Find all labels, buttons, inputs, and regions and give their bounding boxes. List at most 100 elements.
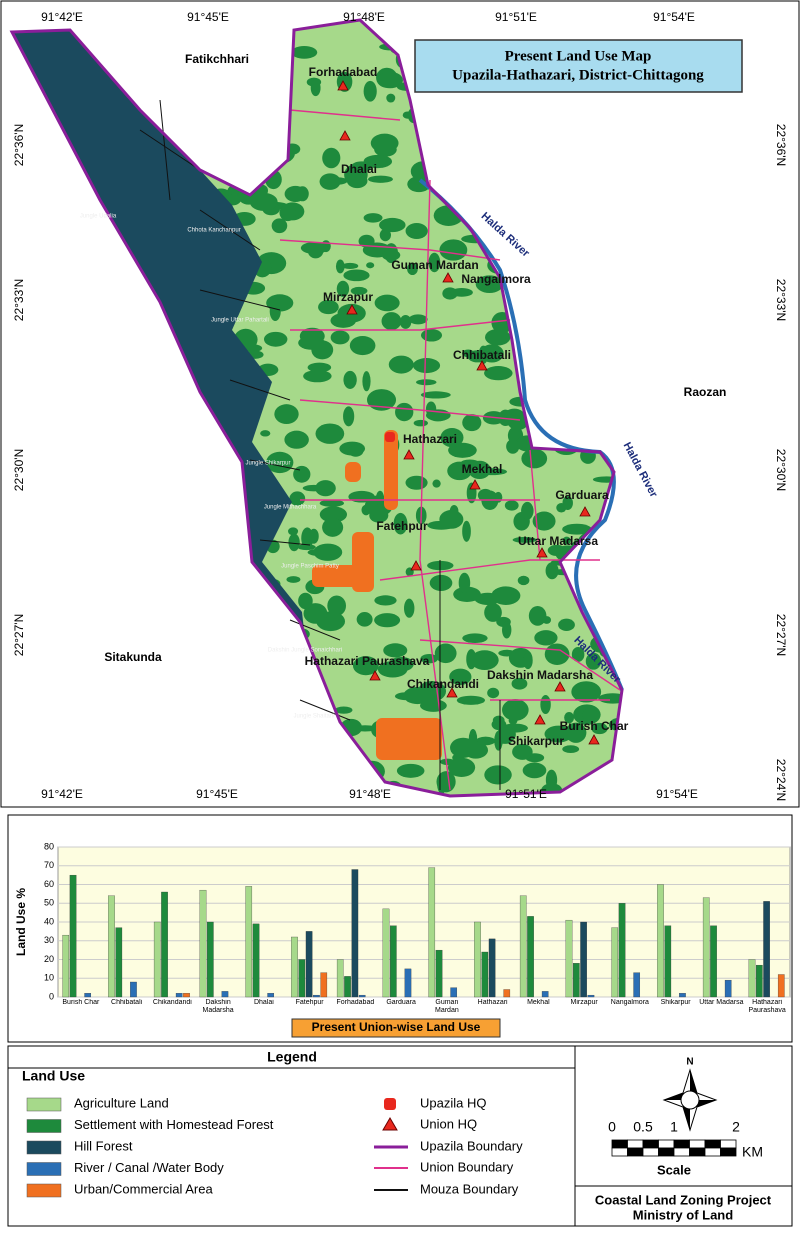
settlement-patch: [506, 439, 520, 454]
settlement-patch: [462, 520, 471, 542]
scale-block: [673, 1147, 690, 1157]
legend-label: River / Canal /Water Body: [74, 1160, 224, 1175]
settlement-patch: [370, 133, 399, 153]
settlement-patch: [428, 689, 443, 699]
settlement-patch: [420, 391, 451, 399]
bar: [710, 925, 717, 998]
bar: [435, 949, 443, 998]
settlement-patch: [447, 757, 476, 777]
union-boundary: [529, 449, 541, 561]
x-tick-label: Uttar Madarsa: [699, 999, 744, 1006]
settlement-patch: [484, 366, 513, 381]
union-label: Hathazari Paurashava: [305, 654, 430, 668]
settlement-patch: [474, 592, 501, 605]
lon-label: 91°42'E: [41, 787, 83, 801]
x-label-box: Mekhal: [527, 999, 550, 1006]
bar: [252, 923, 260, 998]
bar: [541, 991, 549, 998]
settlement-patch: [335, 706, 353, 714]
y-axis-label: Land Use %: [14, 888, 28, 956]
mouza-label: Dakshin Jungle Sonaichhari: [268, 648, 342, 654]
bar: [313, 994, 320, 998]
legend-label: Union Boundary: [420, 1159, 514, 1174]
settlement-patch: [349, 335, 376, 356]
settlement-patch: [407, 262, 418, 276]
settlement-patch: [366, 262, 375, 269]
settlement-patch: [330, 330, 350, 345]
x-tick-label: Hathazari Paurashava: [748, 999, 786, 1014]
settlement-patch: [504, 500, 519, 511]
bar: [351, 869, 359, 998]
legend-label: Upazila HQ: [420, 1095, 486, 1110]
x-label-box: Chikandandi: [153, 999, 192, 1006]
bar: [206, 921, 214, 998]
settlement-patch: [374, 613, 401, 628]
bar: [702, 897, 710, 998]
settlement-patch: [315, 480, 336, 497]
settlement-patch: [436, 771, 456, 793]
map-subtitle: Upazila-Hathazari, District-Chittagong: [452, 67, 704, 83]
legend-label: Hill Forest: [74, 1138, 133, 1153]
scale-unit: KM: [742, 1144, 763, 1160]
lat-label: 22°27'N: [774, 614, 788, 656]
union-hq: [554, 681, 566, 692]
scale-block: [611, 1147, 628, 1157]
x-tick-label: Hathazari: [477, 999, 508, 1006]
mouza-boundary: [259, 539, 311, 546]
settlement-patch: [534, 630, 558, 646]
scale-block: [611, 1139, 628, 1149]
settlement-patch: [528, 606, 547, 626]
settlement-patch: [307, 548, 333, 557]
bar: [755, 964, 763, 998]
settlement-patch: [521, 501, 534, 520]
scale-block: [642, 1147, 659, 1157]
settlement-patch: [286, 576, 301, 583]
settlement-patch: [571, 646, 585, 662]
x-tick-label: Dhalai: [253, 999, 274, 1006]
union-label: Chikandandi: [407, 677, 479, 691]
settlement-patch: [343, 406, 355, 427]
north-label: N: [686, 1057, 693, 1068]
scale-block: [627, 1139, 644, 1149]
settlement-patch: [582, 708, 598, 722]
scale-block: [720, 1139, 737, 1149]
union-hq: [446, 687, 458, 698]
bar: [474, 921, 481, 998]
x-label-box: Burish Char: [62, 999, 99, 1006]
lon-label: 91°48'E: [349, 787, 391, 801]
settlement-patch: [405, 475, 428, 490]
settlement-patch: [542, 616, 552, 624]
y-tick-label: 70: [44, 860, 54, 870]
settlement-patch: [399, 314, 412, 329]
union-boundary: [299, 399, 521, 421]
scale-block: [689, 1139, 706, 1149]
settlement-patch: [449, 668, 472, 686]
lon-label: 91°48'E: [343, 10, 385, 24]
bar: [565, 919, 573, 998]
bar: [389, 925, 397, 998]
settlement-patch: [368, 175, 393, 183]
bar: [115, 927, 123, 998]
legend-swatch: [26, 1140, 62, 1155]
x-label-box: Fatehpur: [296, 999, 324, 1006]
settlement-patch: [404, 598, 415, 618]
settlement-patch: [308, 528, 319, 544]
settlement-patch: [413, 419, 428, 427]
bar: [633, 972, 641, 998]
scale-tick-label: 0: [608, 1119, 616, 1135]
legend-upazila-hq: [384, 1098, 396, 1110]
lat-label: 22°24'N: [774, 759, 788, 801]
settlement-patch: [348, 490, 375, 503]
lat-label: 22°30'N: [12, 449, 26, 491]
scale-tick-label: 2: [732, 1119, 740, 1135]
settlement-patch: [439, 239, 468, 261]
settlement-patch: [347, 445, 364, 457]
settlement-patch: [522, 762, 547, 779]
scale-block: [689, 1147, 706, 1157]
bar: [382, 908, 390, 998]
bar: [62, 934, 70, 998]
lon-label: 91°45'E: [187, 10, 229, 24]
settlement-patch: [466, 649, 477, 670]
union-label: Dakshin Madarsha: [487, 668, 593, 682]
lon-label: 91°45'E: [196, 787, 238, 801]
